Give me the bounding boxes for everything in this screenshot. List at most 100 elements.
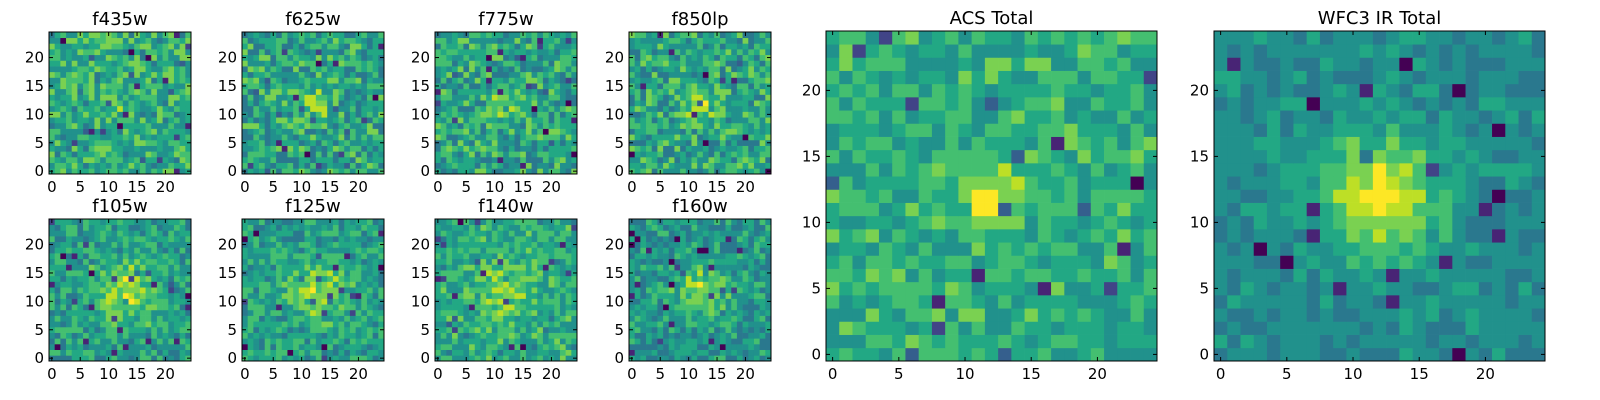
heatmap-cell [185, 156, 192, 163]
heatmap-cell [537, 100, 544, 107]
heatmap-cell [321, 304, 328, 311]
heatmap-cell [542, 88, 549, 95]
heatmap-cell [378, 32, 385, 39]
heatmap-cell [168, 349, 175, 356]
heatmap-cell [765, 49, 772, 56]
heatmap-cell [100, 236, 107, 243]
heatmap-cell [748, 94, 755, 101]
heatmap-cell [344, 264, 351, 271]
heatmap-cell [281, 241, 288, 248]
heatmap-cell [145, 338, 152, 345]
heatmap-cell [281, 292, 288, 299]
heatmap-cell [629, 94, 636, 101]
x-tick-label: 20 [542, 365, 561, 383]
heatmap-cell [634, 304, 641, 311]
heatmap-cell [691, 343, 698, 350]
heatmap-cell [179, 298, 186, 305]
heatmap-cell [54, 162, 61, 169]
heatmap-cell [310, 332, 317, 339]
heatmap-cell [315, 111, 322, 118]
heatmap-cell [253, 338, 260, 345]
heatmap-cell [480, 122, 487, 129]
y-tick-label: 20 [218, 49, 237, 67]
heatmap-cell [548, 66, 555, 73]
heatmap-cell [503, 88, 510, 95]
heatmap-cell [537, 66, 544, 73]
heatmap-cell [54, 145, 61, 152]
heatmap-cell [714, 321, 721, 328]
heatmap-cell [111, 66, 118, 73]
heatmap-cell [361, 139, 368, 146]
heatmap-cell [259, 264, 266, 271]
heatmap-cell [663, 77, 670, 84]
heatmap-cell [71, 54, 78, 61]
heatmap-cell [168, 94, 175, 101]
heatmap-cell [702, 111, 709, 118]
heatmap-cell [469, 134, 476, 141]
heatmap-cell [88, 111, 95, 118]
heatmap-cell [372, 315, 379, 322]
heatmap-cell [697, 343, 704, 350]
heatmap-cell [366, 292, 373, 299]
heatmap-cell [287, 219, 294, 226]
heatmap-cell [355, 49, 362, 56]
heatmap-cell [304, 309, 311, 316]
heatmap-cell [714, 43, 721, 50]
heatmap-cell [514, 105, 521, 112]
heatmap-cell [525, 264, 532, 271]
x-tick-label: 0 [240, 178, 250, 196]
heatmap-cell [60, 332, 67, 339]
heatmap-cell [634, 270, 641, 277]
heatmap-cell [276, 241, 283, 248]
heatmap-cell [100, 281, 107, 288]
heatmap-cell [469, 32, 476, 39]
heatmap-cell [287, 264, 294, 271]
heatmap-cell [49, 37, 56, 44]
heatmap-cell [287, 332, 294, 339]
heatmap-cell [474, 349, 481, 356]
heatmap-cell [315, 139, 322, 146]
heatmap-cell [372, 71, 379, 78]
heatmap-cell [270, 66, 277, 73]
heatmap-cell [276, 71, 283, 78]
heatmap-cell [128, 151, 135, 158]
heatmap-cell [54, 287, 61, 294]
heatmap-cell [315, 134, 322, 141]
heatmap-cell [697, 94, 704, 101]
heatmap-cell [559, 111, 566, 118]
heatmap-cell [525, 321, 532, 328]
heatmap-cell [508, 264, 515, 271]
heatmap-cell [122, 343, 129, 350]
heatmap-cell [366, 60, 373, 67]
heatmap-cell [293, 224, 300, 231]
heatmap-cell [54, 111, 61, 118]
heatmap-cell [463, 156, 470, 163]
heatmap-cell [508, 156, 515, 163]
heatmap-cell [753, 66, 760, 73]
heatmap-cell [117, 309, 124, 316]
y-tick-label: 15 [218, 77, 237, 95]
heatmap-cell [145, 315, 152, 322]
heatmap-cell [457, 270, 464, 277]
heatmap-cell [287, 258, 294, 265]
heatmap-cell [247, 309, 254, 316]
heatmap-cell [361, 275, 368, 282]
heatmap-cell [378, 71, 385, 78]
heatmap-cell [162, 270, 169, 277]
heatmap-cell [122, 264, 129, 271]
heatmap-cell [54, 43, 61, 50]
heatmap-cell [71, 122, 78, 129]
heatmap-cell [83, 100, 90, 107]
heatmap-cell [60, 258, 67, 265]
heatmap-cell [145, 219, 152, 226]
heatmap-cell [674, 37, 681, 44]
heatmap-cell [440, 151, 447, 158]
heatmap-cell [691, 162, 698, 169]
heatmap-cell [714, 60, 721, 67]
heatmap-cell [571, 105, 578, 112]
heatmap-cell [264, 156, 271, 163]
heatmap-cell [378, 349, 385, 356]
heatmap-cell [321, 241, 328, 248]
heatmap-cell [355, 253, 362, 260]
heatmap-cell [685, 349, 692, 356]
